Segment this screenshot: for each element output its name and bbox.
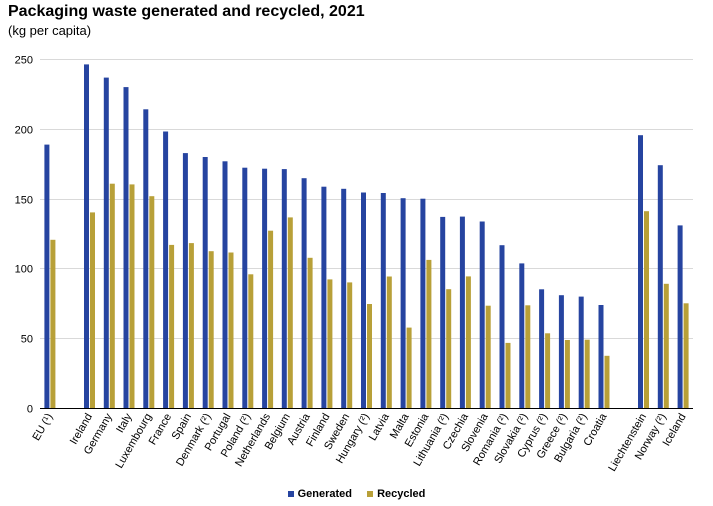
y-tick-label: 250 [15, 55, 33, 67]
bar-generated [84, 64, 89, 409]
bar-recycled [564, 340, 570, 408]
bar-generated [222, 161, 228, 408]
bar-recycled [129, 184, 135, 408]
bar-generated [420, 198, 426, 408]
bar-recycled [525, 305, 531, 408]
chart-subtitle: (kg per capita) [8, 23, 92, 38]
bar-recycled [386, 276, 392, 408]
bar-generated [321, 186, 327, 408]
bar-recycled [644, 211, 649, 408]
legend-swatch-recycled [367, 491, 374, 498]
bar-recycled [287, 217, 293, 408]
bar-recycled [367, 304, 372, 408]
bar-generated [242, 167, 248, 408]
bar-generated [361, 192, 366, 408]
bar-generated [440, 216, 446, 408]
bar-recycled [465, 276, 471, 408]
y-tick-label: 200 [15, 125, 33, 137]
y-tick-label: 50 [21, 334, 33, 346]
legend-item-generated: Generated [287, 488, 353, 500]
bar-generated [539, 289, 545, 408]
bar-recycled [90, 212, 95, 408]
bar-generated [677, 225, 683, 408]
bar-recycled [584, 339, 590, 408]
bar-recycled [327, 279, 333, 408]
bar-generated [123, 87, 129, 408]
bar-generated [301, 178, 307, 408]
bar-recycled [149, 196, 155, 408]
bar-recycled [228, 252, 234, 408]
bar-recycled [663, 283, 669, 408]
bar-recycled [50, 239, 56, 408]
legend-label-recycled: Recycled [377, 488, 426, 500]
bar-generated [479, 221, 485, 408]
bar-recycled [347, 282, 353, 408]
y-tick-label: 150 [15, 195, 33, 207]
bar-generated [499, 245, 505, 408]
bar-generated [598, 305, 604, 408]
y-tick-label: 100 [15, 264, 33, 276]
bar-recycled [268, 230, 274, 408]
bar-generated [400, 198, 406, 408]
bars [44, 64, 689, 409]
bar-generated [459, 216, 465, 408]
bar-recycled [307, 257, 313, 408]
bar-generated [380, 193, 386, 408]
bar-recycled [248, 274, 254, 408]
bar-generated [519, 263, 525, 408]
bar-recycled [426, 259, 432, 408]
gridlines [40, 59, 693, 339]
bar-generated [44, 144, 50, 408]
bar-recycled [169, 244, 175, 408]
bar-generated [103, 77, 109, 408]
bar-recycled [604, 355, 610, 408]
legend-item-recycled: Recycled [367, 488, 425, 500]
bar-recycled [485, 305, 491, 408]
legend: Generated Recycled [0, 488, 713, 500]
bar-recycled [406, 327, 412, 408]
x-tick-label: Latvia [367, 411, 393, 443]
bar-generated [143, 109, 149, 409]
bar-recycled [446, 289, 452, 408]
bar-generated [341, 188, 347, 408]
y-tick-label: 0 [27, 404, 33, 416]
bar-generated [281, 169, 287, 408]
bar-generated [182, 153, 188, 408]
bar-generated [558, 295, 564, 408]
legend-swatch-generated [287, 491, 294, 498]
legend-label-generated: Generated [297, 488, 353, 500]
y-axis-ticks: 0 50 100 150 200 250 [15, 55, 33, 416]
bar-recycled [505, 342, 511, 408]
bar-generated [262, 168, 268, 408]
x-tick-label: EU (¹) [30, 412, 55, 443]
bar-generated [638, 135, 643, 408]
bar-generated [202, 157, 208, 408]
bar-recycled [109, 183, 115, 408]
bar-generated [163, 131, 169, 408]
bar-recycled [188, 243, 194, 408]
bar-recycled [545, 333, 551, 408]
bar-generated [657, 165, 663, 408]
chart-title: Packaging waste generated and recycled, … [8, 3, 365, 20]
bar-recycled [683, 303, 689, 408]
bar-recycled [208, 251, 214, 408]
bar-generated [578, 296, 584, 408]
